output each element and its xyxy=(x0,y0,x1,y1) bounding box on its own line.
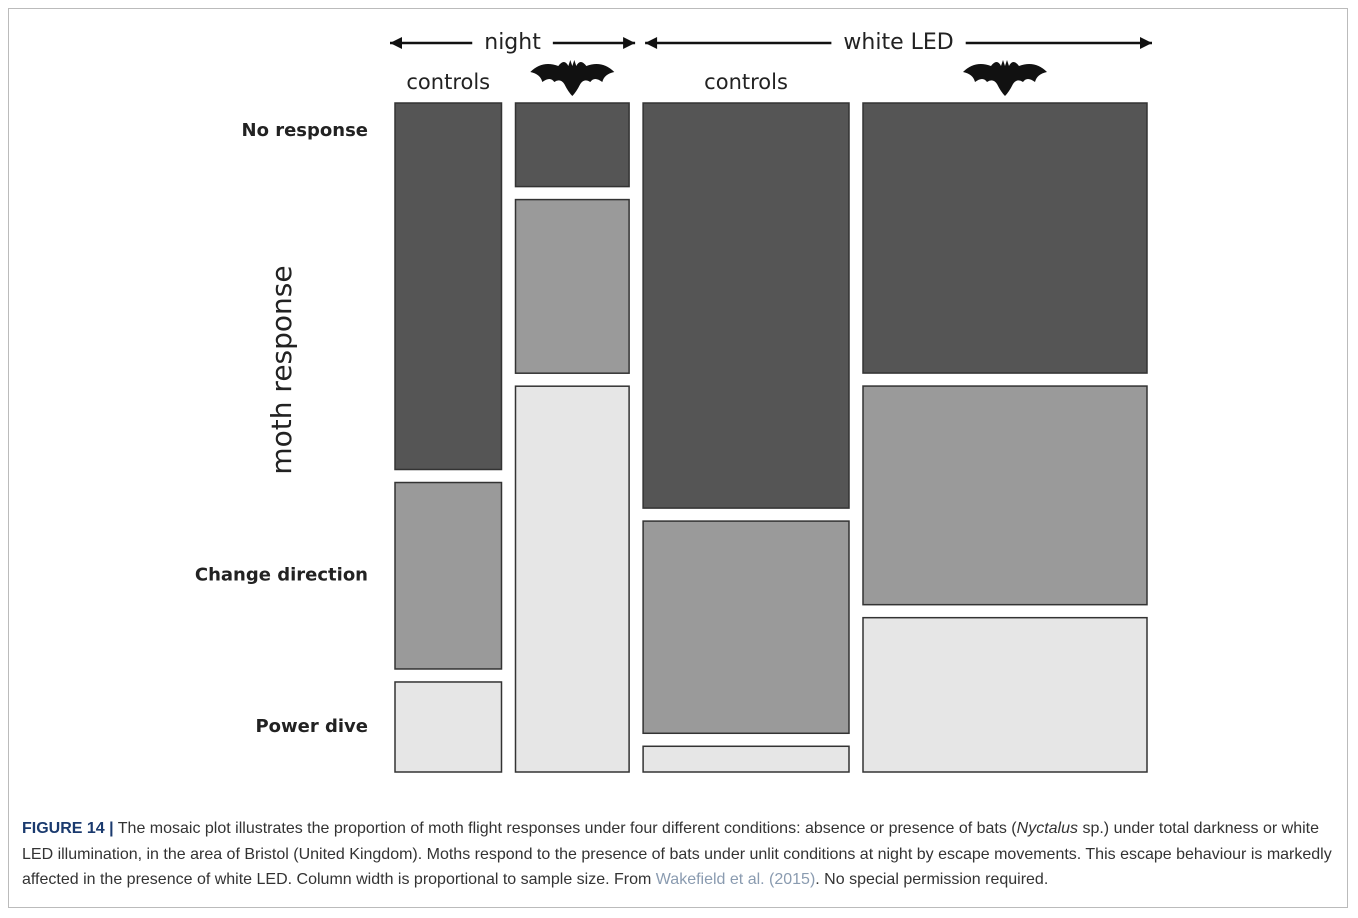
mosaic-cell xyxy=(642,745,850,773)
arrow-head xyxy=(390,37,402,49)
mosaic-cell xyxy=(514,198,630,374)
mosaic-cell xyxy=(642,520,850,735)
caption-text: sp.) under total darkness or white LED i… xyxy=(22,820,1332,888)
bat-icon xyxy=(530,60,615,96)
group-label: white LED xyxy=(843,30,953,55)
column-label: controls xyxy=(406,70,490,94)
y-axis-title: moth response xyxy=(265,265,298,474)
mosaic-cell xyxy=(394,681,503,773)
chart: moth response No response Change directio… xyxy=(195,30,1152,773)
mosaic-cell xyxy=(862,102,1148,374)
caption-text: . No special permission required. xyxy=(815,871,1049,888)
mosaic-cell xyxy=(862,616,1148,773)
bat-icon xyxy=(963,60,1047,96)
caption-text: The mosaic plot illustrates the proporti… xyxy=(113,820,1017,837)
mosaic-cell xyxy=(514,385,630,773)
row-label: Change direction xyxy=(195,565,368,586)
mosaic-cell xyxy=(642,102,850,509)
caption: FIGURE 14 | The mosaic plot illustrates … xyxy=(22,816,1338,893)
caption-italic: Nyctalus xyxy=(1016,820,1078,837)
group-label: night xyxy=(484,30,541,55)
caption-label: FIGURE 14 | xyxy=(22,820,114,837)
row-label: Power dive xyxy=(255,716,368,737)
arrow-head xyxy=(1140,37,1152,49)
arrow-head xyxy=(623,37,636,49)
arrow-head xyxy=(645,37,658,49)
mosaic-cell xyxy=(514,102,630,188)
figure-frame xyxy=(8,8,1348,908)
mosaic-cell xyxy=(394,102,503,471)
row-label: No response xyxy=(242,120,368,141)
mosaic-cell xyxy=(862,385,1148,606)
column-label: controls xyxy=(704,70,788,94)
mosaic-cell xyxy=(394,481,503,670)
caption-link[interactable]: Wakefield et al. (2015) xyxy=(655,871,816,888)
